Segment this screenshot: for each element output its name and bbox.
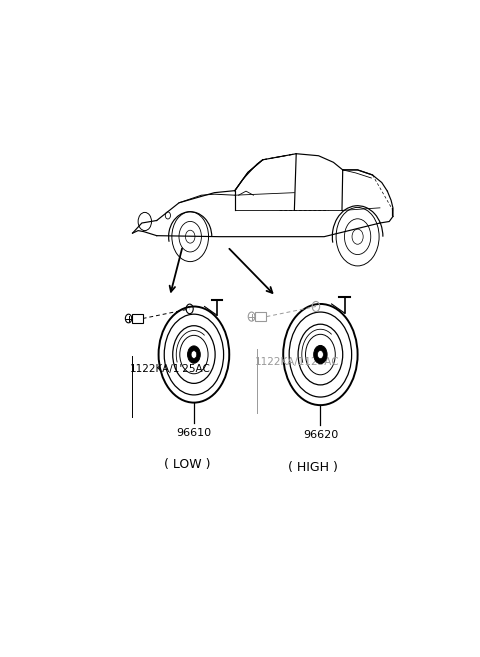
Text: 1122KA/1125AC: 1122KA/1125AC [255,357,340,367]
Text: ( HIGH ): ( HIGH ) [288,461,338,474]
Circle shape [191,351,197,359]
FancyBboxPatch shape [132,314,143,323]
FancyBboxPatch shape [255,312,266,321]
Text: 96610: 96610 [176,428,212,438]
Text: 1122KA/1'25AC: 1122KA/1'25AC [130,364,211,374]
Circle shape [188,346,200,363]
Circle shape [317,350,324,359]
Text: 96620: 96620 [303,430,338,440]
Text: ( LOW ): ( LOW ) [164,459,210,471]
Circle shape [314,346,327,364]
